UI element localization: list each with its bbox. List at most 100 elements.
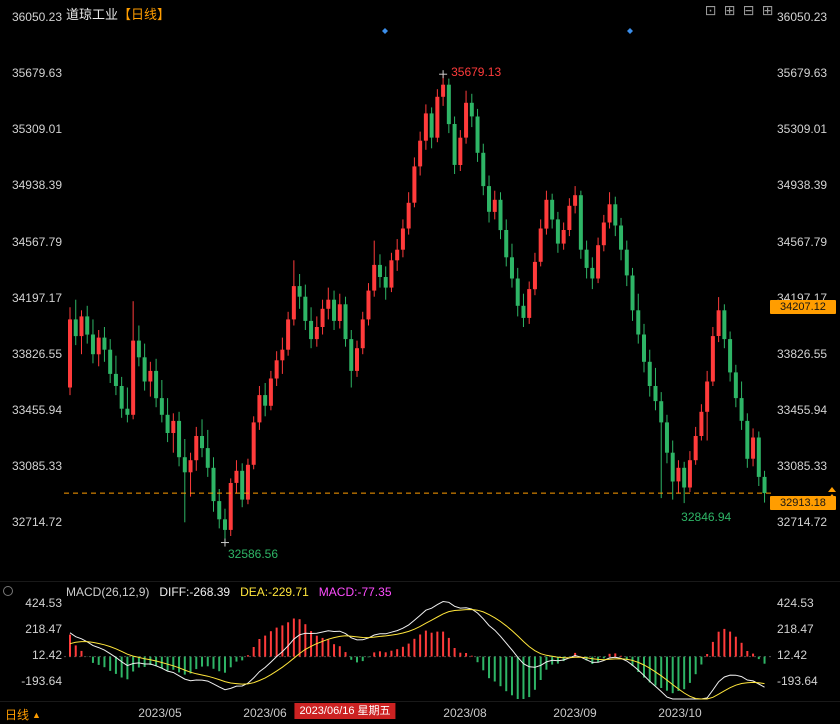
candle-body bbox=[573, 195, 578, 206]
candle-body bbox=[653, 386, 658, 402]
candle-body bbox=[355, 348, 359, 371]
candle-body bbox=[377, 264, 382, 277]
candle-body bbox=[366, 290, 371, 320]
jump-to-latest-icon[interactable] bbox=[828, 486, 836, 500]
candle-body bbox=[521, 305, 526, 318]
candle-body bbox=[619, 225, 624, 250]
diff-line bbox=[69, 600, 765, 700]
candle-body bbox=[165, 414, 170, 433]
candle-body bbox=[492, 199, 497, 212]
candle-body bbox=[423, 113, 428, 141]
up-arrow-icon bbox=[828, 494, 836, 500]
candle-body bbox=[240, 470, 245, 500]
macd-macd-value: MACD:-77.35 bbox=[318, 585, 392, 599]
candle-body bbox=[446, 84, 451, 125]
candle-body bbox=[756, 437, 761, 477]
price-axis-label: 32714.72 bbox=[11, 515, 62, 530]
candle-body bbox=[205, 448, 210, 468]
period-selector[interactable]: 日线 ▲ bbox=[5, 706, 41, 723]
chart-title: 道琼工业【日线】 bbox=[66, 4, 170, 23]
date-label: 2023/09 bbox=[553, 706, 597, 720]
candle-body bbox=[194, 436, 199, 461]
candle-body bbox=[613, 204, 618, 226]
price-axis-label: 34197.17 bbox=[11, 290, 62, 305]
macd-axis-label: 424.53 bbox=[25, 595, 62, 610]
price-axis-label: 34938.39 bbox=[777, 178, 828, 193]
candle-body bbox=[670, 452, 675, 482]
high-price-annotation: 35679.13 bbox=[451, 65, 502, 80]
candle-body bbox=[343, 304, 348, 340]
selected-date-badge: 2023/06/16 星期五 bbox=[294, 703, 396, 719]
candle-body bbox=[263, 395, 268, 406]
panel-divider bbox=[0, 581, 840, 582]
price-axis-right: 36050.23 35679.63 35309.01 34938.39 34567.79… bbox=[777, 0, 839, 724]
candle-body bbox=[722, 310, 727, 340]
candle-body bbox=[538, 228, 543, 262]
price-axis-label: 35309.01 bbox=[777, 122, 828, 137]
candle-body bbox=[710, 336, 715, 382]
candle-body bbox=[326, 299, 331, 309]
candle-body bbox=[578, 195, 583, 250]
period-tag: 【日线】 bbox=[118, 7, 171, 22]
dropdown-arrow-icon: ▲ bbox=[32, 710, 41, 720]
price-axis-label: 36050.23 bbox=[11, 10, 62, 24]
candle-body bbox=[268, 378, 273, 406]
candle-body bbox=[389, 260, 394, 288]
candle-body bbox=[475, 116, 480, 153]
price-axis-label: 34567.79 bbox=[777, 234, 828, 249]
chart-layout-toolbar: ⊡ ⊞ ⊟ ⊞ bbox=[703, 3, 775, 18]
panel-divider bbox=[0, 701, 840, 702]
candle-body bbox=[682, 467, 687, 488]
candle-body bbox=[487, 186, 492, 212]
candle-body bbox=[630, 275, 635, 311]
price-axis-label: 33455.94 bbox=[11, 402, 62, 417]
candle-body bbox=[85, 316, 90, 335]
layout-split-horizontal-icon[interactable]: ⊟ bbox=[742, 2, 755, 18]
price-axis-label: 33085.33 bbox=[777, 459, 828, 473]
low-price-annotation: 32586.56 bbox=[227, 546, 279, 561]
candle-body bbox=[68, 319, 72, 388]
layout-single-icon[interactable]: ⊡ bbox=[704, 2, 717, 18]
candle-body bbox=[601, 222, 606, 246]
candle-body bbox=[113, 373, 118, 386]
indicator-settings-icon[interactable] bbox=[3, 586, 13, 596]
candle-body bbox=[182, 457, 187, 473]
macd-axis-label: -193.64 bbox=[777, 673, 818, 688]
candle-body bbox=[469, 102, 474, 117]
candle-body bbox=[188, 460, 193, 473]
candle-body bbox=[607, 204, 612, 223]
macd-title: MACD(26,12,9) bbox=[66, 585, 150, 599]
candle-body bbox=[337, 304, 342, 321]
macd-axis-label: 12.42 bbox=[777, 647, 808, 662]
price-axis-label: 35309.01 bbox=[11, 122, 62, 137]
macd-axis-label: 424.53 bbox=[777, 595, 814, 610]
candle-body bbox=[590, 267, 595, 279]
candle-body bbox=[228, 483, 233, 530]
candle-body bbox=[406, 202, 411, 229]
layout-grid-multi-icon[interactable]: ⊞ bbox=[761, 2, 774, 18]
candle-body bbox=[762, 476, 767, 494]
candle-body bbox=[504, 230, 509, 258]
candle-body bbox=[136, 340, 141, 358]
candle-body bbox=[664, 422, 669, 453]
candle-body bbox=[733, 372, 738, 399]
price-axis-label: 33085.33 bbox=[11, 459, 62, 473]
candle-body bbox=[515, 278, 520, 306]
event-marker-icon[interactable] bbox=[627, 28, 633, 34]
candle-body bbox=[412, 166, 417, 203]
layout-grid-2x2-icon[interactable]: ⊞ bbox=[723, 2, 736, 18]
candle-body bbox=[90, 334, 95, 355]
candle-body bbox=[171, 420, 176, 433]
event-marker-icon[interactable] bbox=[382, 28, 388, 34]
candle-body bbox=[676, 467, 681, 482]
candle-body bbox=[481, 152, 486, 187]
candle-body bbox=[636, 310, 641, 335]
candle-body bbox=[429, 113, 434, 138]
candle-body bbox=[125, 408, 130, 415]
candle-body bbox=[349, 339, 354, 371]
candle-body bbox=[297, 286, 302, 297]
candle-body bbox=[647, 361, 652, 386]
candle-body bbox=[441, 84, 446, 97]
